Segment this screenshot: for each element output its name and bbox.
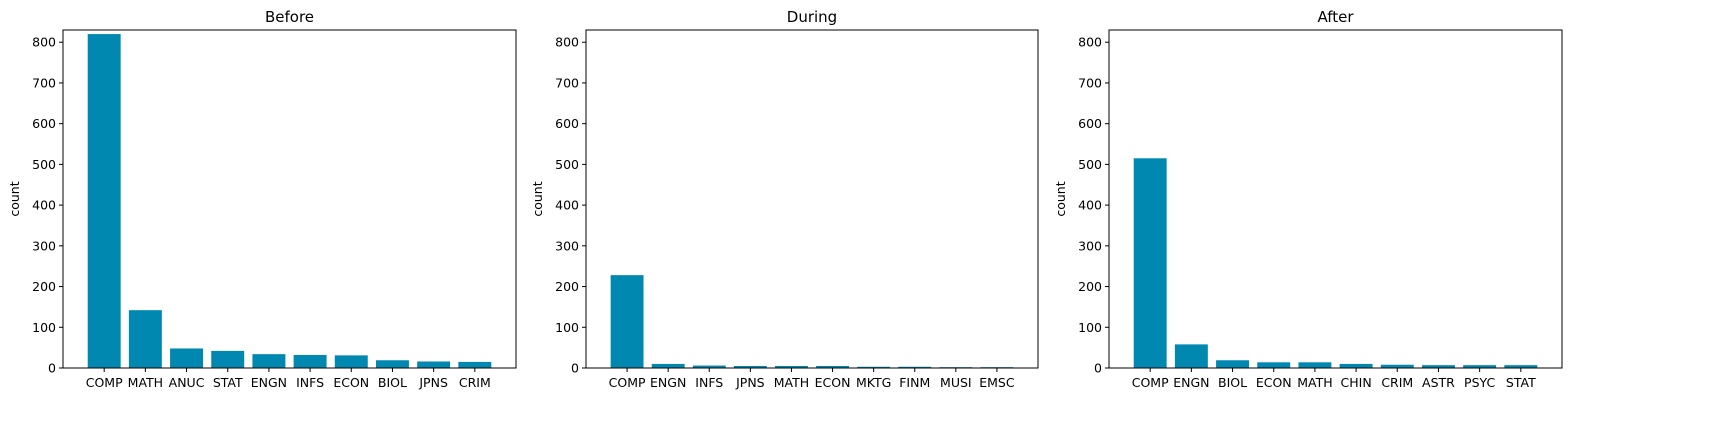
panel-title-after: After	[1317, 8, 1354, 26]
bar-during-comp	[610, 275, 644, 368]
y-tick-label-during: 500	[555, 157, 579, 172]
y-tick-label-before: 0	[48, 361, 56, 376]
x-tick-label-before: ENGN	[251, 375, 287, 390]
x-tick-label-after: CHIN	[1341, 375, 1372, 390]
bar-during-econ	[816, 365, 849, 368]
x-tick-label-before: BIOL	[378, 375, 407, 390]
x-tick-label-after: CRIM	[1381, 375, 1413, 390]
bar-before-crim	[458, 361, 492, 368]
x-tick-label-during: MUSI	[940, 375, 972, 390]
x-tick-label-during: COMP	[609, 375, 646, 390]
x-tick-label-after: PSYC	[1464, 375, 1495, 390]
y-tick-label-after: 700	[1078, 75, 1102, 90]
y-tick-label-before: 100	[32, 320, 56, 335]
y-tick-label-before: 200	[32, 279, 56, 294]
panel-during: 0 100 200 300 400 500 600 700 800 COMP ENGN INFS JPN…	[530, 8, 1039, 390]
panel-before: 0 100 200 300 400 500 600 700 800 COMP MATH ANUC STA…	[7, 8, 517, 390]
bar-during-math	[775, 365, 808, 368]
y-tick-label-during: 300	[555, 238, 579, 253]
axes-frame-after	[1108, 29, 1563, 369]
axes-frame-during	[585, 29, 1039, 369]
x-tick-label-after: STAT	[1506, 375, 1536, 390]
panel-title-during: During	[787, 8, 837, 26]
bar-before-stat	[211, 350, 245, 368]
x-tick-label-after: ECON	[1256, 375, 1292, 390]
y-tick-label-during: 200	[555, 279, 579, 294]
x-tick-label-during: JPNS	[735, 375, 765, 390]
x-tick-label-after: ASTR	[1422, 375, 1455, 390]
y-tick-label-before: 500	[32, 157, 56, 172]
y-tick-label-during: 600	[555, 116, 579, 131]
axes-frame-before	[62, 29, 517, 369]
bar-after-engn	[1174, 344, 1208, 368]
bar-before-math	[128, 310, 162, 368]
bar-during-infs	[692, 365, 726, 368]
x-tick-label-before: CRIM	[459, 375, 491, 390]
y-axis-label-before: count	[7, 181, 22, 216]
panel-title-before: Before	[265, 8, 314, 26]
y-tick-label-before: 700	[32, 75, 56, 90]
bar-before-comp	[87, 34, 121, 368]
x-tick-label-before: ANUC	[169, 375, 205, 390]
y-tick-label-during: 800	[555, 35, 579, 50]
y-tick-label-after: 200	[1078, 279, 1102, 294]
x-tick-label-during: ENGN	[650, 375, 686, 390]
x-tick-label-before: JPNS	[418, 375, 448, 390]
y-tick-label-during: 700	[555, 75, 579, 90]
y-tick-label-after: 0	[1094, 361, 1102, 376]
y-tick-label-before: 400	[32, 198, 56, 213]
y-tick-label-before: 800	[32, 35, 56, 50]
x-tick-label-after: COMP	[1132, 375, 1169, 390]
x-tick-label-during: INFS	[695, 375, 723, 390]
x-tick-label-during: ECON	[815, 375, 851, 390]
y-tick-label-after: 300	[1078, 238, 1102, 253]
x-tick-label-after: MATH	[1297, 375, 1332, 390]
bar-after-chin	[1339, 363, 1373, 368]
y-axis-label-during: count	[530, 181, 545, 216]
x-tick-label-during: MKTG	[856, 375, 891, 390]
x-tick-label-during: FINM	[899, 375, 930, 390]
x-tick-label-before: MATH	[128, 375, 163, 390]
y-tick-label-after: 800	[1078, 35, 1102, 50]
bar-after-math	[1298, 362, 1332, 368]
y-tick-label-during: 100	[555, 320, 579, 335]
y-tick-label-during: 0	[571, 361, 579, 376]
y-tick-label-after: 500	[1078, 157, 1102, 172]
x-tick-label-before: STAT	[213, 375, 243, 390]
bar-after-astr	[1421, 365, 1455, 368]
bar-before-jpns	[417, 361, 451, 368]
bar-after-stat	[1504, 365, 1538, 368]
y-tick-label-before: 300	[32, 238, 56, 253]
bar-during-finm	[898, 366, 932, 368]
bar-during-mktg	[857, 366, 891, 368]
x-tick-label-before: COMP	[86, 375, 123, 390]
x-tick-label-after: BIOL	[1218, 375, 1247, 390]
x-tick-label-after: ENGN	[1173, 375, 1209, 390]
bar-after-econ	[1257, 362, 1291, 368]
panel-after: 0 100 200 300 400 500 600 700 800 COMP ENGN BIOL ECO…	[1053, 8, 1563, 390]
bar-before-biol	[375, 360, 409, 368]
bar-during-jpns	[733, 365, 767, 368]
bar-after-crim	[1380, 364, 1414, 368]
bar-before-infs	[293, 354, 327, 368]
bar-after-comp	[1133, 158, 1167, 368]
x-tick-label-before: ECON	[333, 375, 369, 390]
bar-before-anuc	[170, 348, 204, 368]
y-tick-label-after: 100	[1078, 320, 1102, 335]
x-tick-label-during: MATH	[774, 375, 809, 390]
y-tick-label-before: 600	[32, 116, 56, 131]
y-tick-label-after: 400	[1078, 198, 1102, 213]
bar-after-psyc	[1463, 365, 1497, 368]
y-tick-label-after: 600	[1078, 116, 1102, 131]
x-tick-label-before: INFS	[296, 375, 324, 390]
y-tick-label-during: 400	[555, 198, 579, 213]
y-axis-label-after: count	[1053, 181, 1068, 216]
bar-before-econ	[334, 355, 368, 368]
x-tick-label-during: EMSC	[979, 375, 1015, 390]
bar-after-biol	[1216, 360, 1250, 368]
bar-before-engn	[252, 354, 286, 368]
bar-during-engn	[651, 363, 685, 368]
